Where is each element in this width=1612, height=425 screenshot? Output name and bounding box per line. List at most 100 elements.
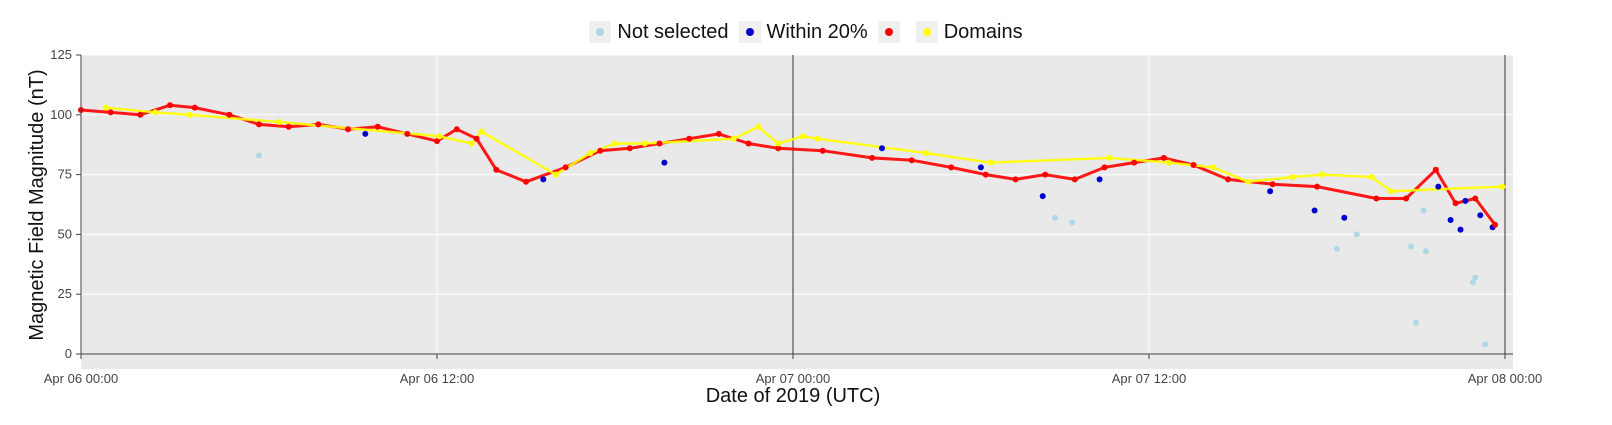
legend-label-not-selected: Not selected — [617, 20, 729, 43]
data-point — [434, 138, 440, 145]
data-points — [78, 102, 1506, 348]
data-point — [478, 128, 485, 135]
data-point — [1069, 219, 1076, 226]
x-axis-title: Date of 2019 (UTC) — [706, 385, 881, 407]
data-point — [1210, 164, 1217, 171]
data-point — [540, 176, 547, 183]
legend-item-domains[interactable]: Domains — [915, 20, 1023, 44]
data-point — [137, 111, 144, 118]
legend-marker-domains — [915, 21, 938, 43]
x-tick-label: Apr 06 12:00 — [400, 371, 474, 386]
data-point — [1131, 159, 1138, 166]
x-ticks: Apr 06 00:00 Apr 06 12:00 Apr 07 00:00 Apr … — [44, 354, 1542, 386]
data-point — [1368, 174, 1375, 180]
legend-marker-not-selected — [589, 21, 612, 43]
data-point — [730, 135, 737, 142]
data-point — [186, 111, 193, 118]
data-point — [315, 121, 322, 128]
data-point — [256, 152, 262, 159]
legend: Not selected Within 20% Domains — [0, 19, 1612, 45]
data-point — [745, 140, 752, 147]
data-point — [1413, 319, 1419, 326]
data-point — [453, 126, 460, 133]
x-tick-label: Apr 07 12:00 — [1112, 371, 1186, 386]
data-point — [1452, 200, 1459, 207]
data-point — [1422, 248, 1429, 255]
data-point — [1071, 176, 1078, 183]
data-point — [869, 154, 876, 161]
legend-dot-not-selected — [596, 28, 605, 36]
y-tick-label: 25 — [58, 286, 72, 301]
data-point — [1408, 243, 1415, 250]
data-point — [1190, 162, 1197, 168]
data-point — [107, 109, 114, 116]
y-tick-label: 100 — [50, 107, 72, 122]
y-tick-label: 125 — [50, 47, 72, 62]
data-point — [1388, 188, 1395, 195]
data-point — [256, 121, 262, 128]
data-point — [1314, 183, 1321, 190]
data-point — [908, 157, 915, 164]
data-point — [167, 102, 173, 109]
data-point — [1311, 207, 1318, 214]
data-point — [775, 140, 782, 147]
data-point — [1472, 274, 1479, 281]
data-point — [362, 130, 369, 137]
y-ticks: 0 25 50 75 100 125 — [50, 47, 81, 361]
data-point — [819, 147, 826, 154]
x-tick-label: Apr 06 00:00 — [44, 371, 118, 386]
data-point — [1482, 341, 1489, 348]
legend-box: Not selected Within 20% Domains — [583, 21, 1028, 44]
data-point — [1492, 221, 1499, 228]
data-point — [468, 140, 475, 147]
data-point — [755, 123, 762, 130]
data-point — [1477, 212, 1484, 219]
data-point — [1373, 195, 1380, 202]
data-point — [473, 135, 480, 142]
data-point — [799, 133, 806, 140]
data-point — [552, 171, 559, 178]
legend-dot-domains — [922, 28, 931, 36]
data-point — [1096, 176, 1103, 183]
data-point — [1101, 164, 1108, 171]
data-point — [587, 150, 594, 157]
data-point — [923, 150, 930, 157]
data-point — [1403, 195, 1410, 202]
y-tick-label: 0 — [65, 346, 72, 361]
data-point — [285, 123, 292, 130]
data-point — [1269, 181, 1276, 188]
data-point — [814, 135, 821, 142]
data-point — [612, 140, 618, 147]
legend-marker-unlabeled — [877, 21, 900, 43]
data-point — [1499, 183, 1506, 190]
data-point — [1432, 166, 1439, 173]
data-point — [562, 164, 569, 171]
data-point — [1289, 174, 1296, 180]
data-point — [1457, 226, 1464, 233]
data-point — [404, 130, 411, 137]
y-tick-label: 50 — [58, 226, 72, 241]
data-point — [977, 164, 984, 171]
plot-background — [81, 55, 1513, 369]
legend-item-unlabeled[interactable] — [877, 21, 906, 43]
data-point — [1353, 231, 1360, 238]
x-tick-label: Apr 07 00:00 — [756, 371, 830, 386]
legend-dot-within-20 — [745, 28, 754, 36]
data-point — [275, 119, 282, 125]
data-point — [1447, 217, 1454, 223]
data-point — [1244, 178, 1251, 185]
data-point — [1267, 188, 1274, 195]
legend-item-within-20[interactable]: Within 20% — [738, 21, 868, 44]
legend-label-domains: Domains — [943, 20, 1023, 43]
data-point — [641, 140, 648, 147]
legend-item-not-selected[interactable]: Not selected — [589, 20, 729, 44]
data-point — [345, 126, 351, 133]
data-point — [656, 140, 663, 147]
data-point — [1052, 214, 1059, 221]
data-point — [191, 104, 198, 111]
data-point — [1435, 183, 1442, 190]
data-point — [1341, 214, 1348, 221]
data-point — [1225, 176, 1232, 183]
x-tick-label: Apr 08 00:00 — [1468, 371, 1542, 386]
